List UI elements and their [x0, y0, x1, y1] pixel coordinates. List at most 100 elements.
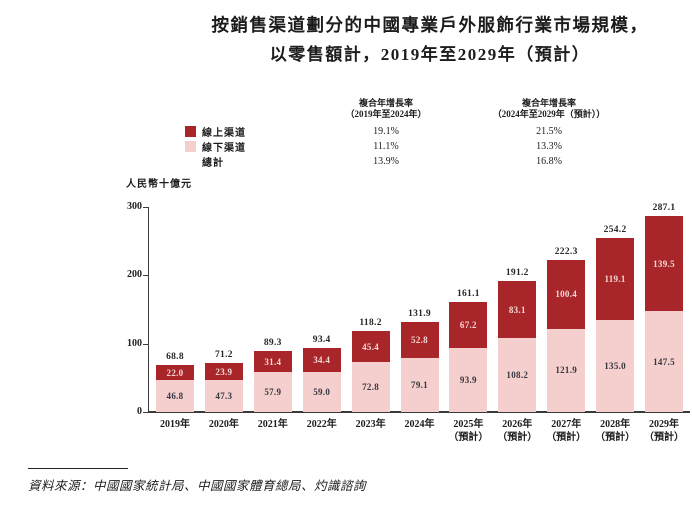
y-tick-label-0: 0 — [137, 406, 142, 417]
online-value-label: 139.5 — [653, 258, 675, 269]
legend-item-offline: 線下渠道 — [185, 140, 246, 154]
online-segment-2019年: 22.0 — [156, 365, 194, 381]
offline-value-label: 59.0 — [313, 386, 331, 397]
online-segment-2025年: 67.2 — [449, 301, 488, 348]
bar-group-2022年: 34.4 59.0 — [302, 348, 341, 412]
x-axis-label-2019年: 2019年 — [160, 419, 190, 430]
cagr-total-2024-2029: 16.8% — [536, 156, 562, 167]
offline-value-label: 121.9 — [555, 365, 578, 376]
plot-area: 22.0 46.8 68.8 23.9 47.3 71.2 31.4 57.9 89.3 34.4… — [148, 203, 690, 413]
total-value-label-2021年: 89.3 — [263, 337, 282, 348]
offline-value-label: 147.5 — [653, 356, 675, 367]
offline-value-label: 47.3 — [215, 390, 233, 401]
bar-group-2027年: 100.4 121.9 — [547, 260, 586, 412]
offline-segment-2023年: 72.8 — [351, 362, 390, 412]
offline-value-label: 46.8 — [166, 391, 184, 402]
total-value-label-2025年: 161.1 — [456, 288, 480, 299]
bar-group-2021年: 31.4 57.9 — [253, 350, 292, 412]
y-axis-line — [148, 207, 149, 412]
online-segment-2026年: 83.1 — [498, 281, 537, 339]
x-axis-label-2023年: 2023年 — [355, 419, 386, 430]
legend-label-offline: 線下渠道 — [202, 143, 246, 154]
total-value-label-2029年: 287.1 — [652, 202, 676, 213]
total-value-label-2026年: 191.2 — [505, 268, 529, 279]
total-value-label-2027年: 222.3 — [554, 247, 578, 258]
online-segment-2020年: 23.9 — [204, 363, 243, 380]
offline-segment-2026年: 108.2 — [498, 338, 537, 412]
bar-group-2028年: 119.1 135.0 — [596, 238, 635, 412]
offline-segment-2029年: 147.5 — [645, 311, 683, 412]
chart-title-line1: 按銷售渠道劃分的中國專業戶外服飾行業市場規模， — [211, 15, 649, 35]
offline-value-label: 108.2 — [506, 370, 529, 381]
source-divider — [28, 468, 128, 469]
offline-value-label: 57.9 — [264, 387, 282, 398]
online-value-label: 45.4 — [362, 341, 380, 352]
offline-segment-2027年: 121.9 — [547, 328, 586, 412]
x-axis-label-2026年: 2026年 （預計） — [497, 419, 538, 443]
online-segment-2023年: 45.4 — [351, 331, 390, 363]
bar-group-2026年: 83.1 108.2 — [498, 281, 537, 412]
offline-segment-2028年: 135.0 — [596, 319, 635, 412]
online-channel-swatch — [185, 126, 196, 137]
online-value-label: 67.2 — [459, 319, 477, 330]
bar-group-2019年: 22.0 46.8 — [156, 365, 194, 412]
total-value-label-2020年: 71.2 — [214, 350, 233, 361]
offline-value-label: 93.9 — [459, 374, 477, 385]
online-segment-2029年: 139.5 — [645, 215, 683, 312]
y-tick-mark-100 — [143, 343, 148, 345]
online-value-label: 100.4 — [555, 289, 578, 300]
cagr-offline-2019-2024: 11.1% — [373, 141, 399, 152]
legend-label-total: 總計 — [202, 158, 224, 169]
offline-value-label: 72.8 — [362, 382, 380, 393]
online-value-label: 119.1 — [604, 274, 626, 285]
online-value-label: 23.9 — [215, 366, 233, 377]
y-tick-label-100: 100 — [127, 337, 142, 349]
total-value-label-2022年: 93.4 — [312, 335, 331, 346]
total-value-label-2019年: 68.8 — [166, 352, 184, 362]
online-segment-2024年: 52.8 — [400, 321, 439, 358]
offline-segment-2019年: 46.8 — [156, 380, 194, 412]
x-axis-line — [148, 411, 690, 413]
offline-segment-2024年: 79.1 — [400, 357, 439, 412]
y-axis-unit-label: 人民幣十億元 — [126, 179, 192, 190]
bar-group-2024年: 52.8 79.1 — [400, 321, 439, 412]
total-value-label-2024年: 131.9 — [408, 308, 431, 319]
y-tick-mark-300 — [143, 207, 148, 208]
chart-title-line2: 以零售額計，2019年至2029年（預計） — [269, 45, 591, 64]
chart-title: 按銷售渠道劃分的中國專業戶外服飾行業市場規模， 以零售額計，2019年至2029… — [150, 12, 692, 68]
online-segment-2028年: 119.1 — [596, 238, 635, 320]
source-note: 資料來源：中國國家統計局、中國國家體育總局、灼識諮詢 — [28, 479, 367, 493]
offline-segment-2022年: 59.0 — [302, 371, 341, 412]
online-value-label: 34.4 — [313, 354, 331, 365]
online-segment-2021年: 31.4 — [253, 350, 292, 373]
legend-label-online: 線上渠道 — [202, 128, 246, 139]
x-axis-label-2029年: 2029年 （預計） — [644, 419, 684, 443]
offline-segment-2021年: 57.9 — [253, 372, 292, 412]
total-value-label-2028年: 254.2 — [603, 225, 627, 236]
cagr-total-2019-2024: 13.9% — [373, 156, 399, 167]
bar-group-2029年: 139.5 147.5 — [645, 215, 683, 412]
y-tick-mark-200 — [143, 275, 148, 277]
cagr-header-2024-2029: 複合年增長率 （2024年至2029年（預計）） — [492, 98, 606, 119]
online-value-label: 22.0 — [166, 367, 184, 378]
x-axis-label-2025年: 2025年 （預計） — [448, 419, 489, 443]
total-value-label-2023年: 118.2 — [359, 318, 382, 329]
x-axis-label-2021年: 2021年 — [257, 419, 288, 430]
online-value-label: 52.8 — [411, 334, 428, 345]
y-tick-mark-0 — [143, 412, 148, 413]
bar-group-2023年: 45.4 72.8 — [351, 331, 390, 412]
cagr-header-2019-2024: 複合年增長率 （2019年至2024年） — [345, 98, 427, 119]
online-value-label: 31.4 — [264, 356, 282, 367]
x-axis-label-2027年: 2027年 （預計） — [546, 419, 587, 443]
online-segment-2022年: 34.4 — [302, 348, 341, 372]
offline-segment-2020年: 47.3 — [204, 379, 243, 412]
offline-segment-2025年: 93.9 — [449, 347, 488, 412]
online-segment-2027年: 100.4 — [547, 260, 586, 329]
bar-group-2020年: 23.9 47.3 — [204, 363, 243, 412]
cagr-online-2024-2029: 21.5% — [536, 126, 562, 137]
x-axis-label-2022年: 2022年 — [306, 419, 337, 430]
offline-channel-swatch — [185, 141, 196, 152]
offline-value-label: 79.1 — [411, 379, 428, 390]
legend-item-total: 總計 — [185, 155, 224, 169]
